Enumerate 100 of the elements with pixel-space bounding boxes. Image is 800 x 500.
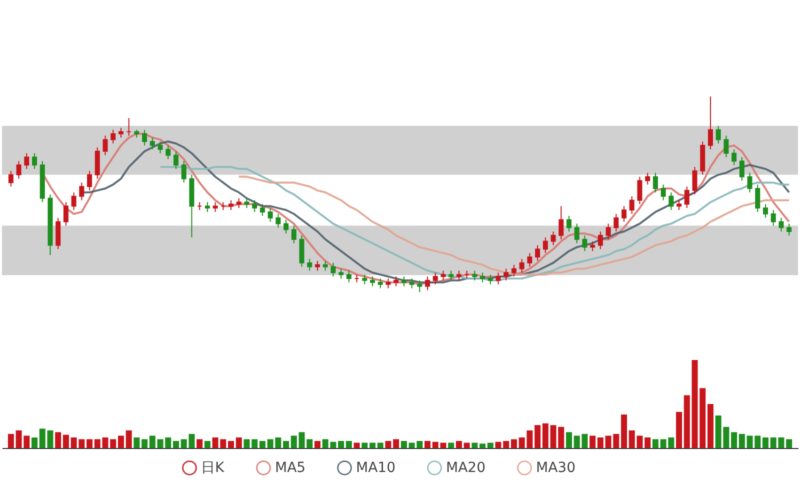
bar [480,444,486,448]
candlestick [32,152,38,170]
bar [142,439,148,448]
candlestick [378,278,383,289]
candlestick [480,272,486,283]
candlestick [244,198,250,209]
bar [354,442,360,448]
candlestick [110,129,116,144]
bar [464,442,470,448]
candlestick [291,225,296,244]
bar [86,439,93,448]
candlestick [425,276,430,291]
bar [644,437,651,448]
bar [424,440,431,448]
candlestick [527,252,532,268]
candlestick [496,272,501,285]
bar [62,434,69,448]
bar [55,432,62,448]
candlestick [307,258,312,272]
candlestick [716,125,721,144]
candlestick [314,260,320,272]
candlestick [338,268,344,279]
bar [172,440,179,448]
candlestick [637,176,642,205]
bar [566,432,572,448]
candlestick [158,141,163,154]
legend-label: MA20 [446,460,486,476]
candlestick [166,144,171,160]
candlestick [668,192,674,210]
candlestick [660,184,666,201]
candlestick [322,260,328,272]
candlestick [330,262,336,278]
candlestick [284,219,289,234]
bar [597,437,604,448]
bar [346,440,352,448]
bar [196,439,203,448]
candlestick [762,204,768,218]
candlestick [708,96,713,150]
bar [448,442,454,448]
candlestick [511,264,516,278]
bar [472,442,478,448]
candlestick [448,270,454,281]
candlestick [63,202,68,226]
bar [204,440,210,448]
bar [32,437,38,448]
candlestick [94,146,100,180]
bar [377,442,384,448]
bar [456,440,462,448]
candlestick [181,160,186,184]
candlestick [8,170,14,188]
candlestick [173,150,178,170]
candlestick [488,274,493,285]
bar [400,440,407,448]
bar [126,430,132,448]
candlestick [440,270,446,281]
bar [590,436,596,448]
candlestick [236,198,242,209]
bar [283,440,290,448]
candlestick [566,215,572,232]
bar [259,440,266,448]
candlestick [676,200,682,210]
candlestick [386,278,391,289]
candlestick [299,234,304,268]
candlestick [645,172,650,186]
candlestick [629,196,634,214]
bar [652,439,658,448]
candlestick [614,213,619,232]
candlestick [732,148,737,166]
bar [621,414,628,448]
candlestick [276,213,281,228]
candlestick [542,236,548,254]
candlestick [558,206,564,240]
bar [684,395,690,448]
candlestick [755,184,760,212]
bar [786,439,792,448]
bar [338,440,344,448]
candlestick [228,200,234,210]
bar [290,436,297,448]
candlestick [606,223,611,240]
candlestick [370,276,375,287]
bar [94,439,100,448]
candlestick [71,192,76,210]
legend-label: 日K [201,460,225,476]
bar [542,423,548,448]
candlestick [684,186,690,209]
candlestick [79,182,84,201]
bar [510,439,517,448]
candlestick [204,202,210,212]
bar [252,439,258,448]
candlestick [56,217,61,250]
bar [8,434,14,448]
candlestick [739,156,744,182]
bar [118,436,124,448]
bar [707,404,714,448]
candlestick [212,202,218,212]
bar [385,440,392,448]
candlestick [268,208,273,222]
candlestick [550,231,556,246]
bar [738,434,745,448]
candlestick [786,223,792,236]
